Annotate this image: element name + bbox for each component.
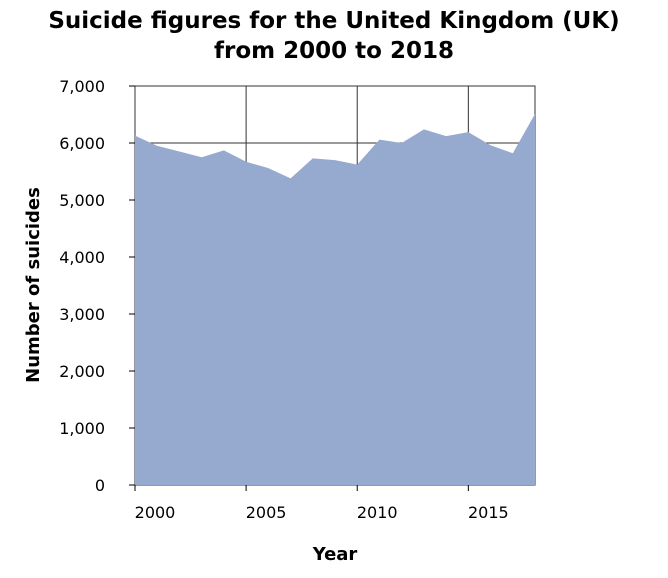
series-area: [135, 113, 535, 486]
y-tick-label: 4,000: [59, 248, 105, 267]
chart-title-line-2: from 2000 to 2018: [214, 38, 454, 64]
y-tick-label: 2,000: [59, 362, 105, 381]
x-tick-label: 2010: [357, 503, 398, 522]
x-axis-label: Year: [312, 544, 358, 565]
y-tick-label: 3,000: [59, 305, 105, 324]
x-tick-label: 2015: [468, 503, 509, 522]
y-axis-ticks: 0 1,000 2,000 3,000 4,000 5,000 6,000 7,000: [59, 77, 135, 495]
y-tick-label: 7,000: [59, 77, 105, 96]
x-tick-label: 2005: [246, 503, 287, 522]
y-tick-label: 5,000: [59, 191, 105, 210]
x-tick-label: 2000: [135, 503, 176, 522]
chart-title-line-1: Suicide figures for the United Kingdom (…: [48, 8, 619, 34]
plot-area: [134, 85, 536, 486]
y-tick-label: 6,000: [59, 134, 105, 153]
y-axis-label: Number of suicides: [23, 187, 44, 383]
x-axis-ticks: 2000 2005 2010 2015: [134, 485, 509, 522]
y-tick-label: 1,000: [59, 419, 105, 438]
y-tick-label: 0: [95, 476, 105, 495]
